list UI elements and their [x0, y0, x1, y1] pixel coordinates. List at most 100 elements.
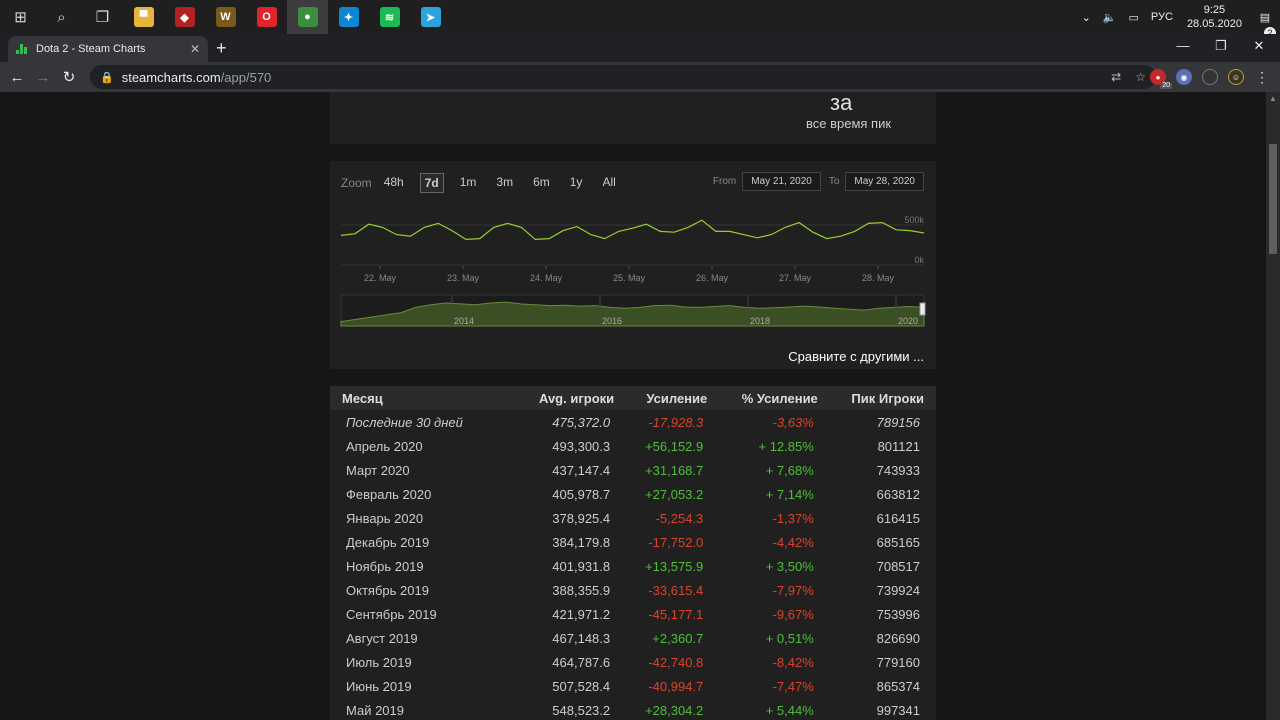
table-cell-avg: 493,300.3 — [552, 438, 611, 454]
table-cell-percent: + 7,68% — [765, 462, 814, 478]
taskbar-app-opera[interactable]: O — [246, 0, 287, 34]
page-scrollbar[interactable]: ▲ — [1266, 92, 1280, 720]
table-cell-month: Январь 2020 — [346, 510, 424, 526]
taskbar-app-wow[interactable]: W — [205, 0, 246, 34]
minimize-button[interactable]: — — [1176, 38, 1190, 53]
table-row: Август 2019 467,148.3 +2,360.7 + 0,51% 82669… — [330, 626, 936, 650]
zoom-option-6m[interactable]: 6m — [533, 175, 550, 189]
address-bar[interactable]: 🔒 steamcharts.com/app/570 ⇄ ☆ — [90, 65, 1156, 89]
compare-link[interactable]: Сравните с другими ... — [788, 349, 924, 364]
table-cell-peak: 753996 — [876, 606, 920, 622]
table-row: Последние 30 дней 475,372.0 -17,928.3 -3,63… — [330, 410, 936, 434]
to-date-input[interactable]: May 28, 2020 — [845, 172, 924, 191]
back-button[interactable]: ← — [9, 68, 25, 86]
table-cell-gain: +27,053.2 — [645, 486, 704, 502]
table-cell-month: Июнь 2019 — [346, 678, 412, 694]
new-tab-button[interactable]: + — [216, 38, 227, 58]
url-path: /app/570 — [220, 69, 272, 85]
table-cell-peak: 865374 — [876, 678, 920, 694]
forward-button[interactable]: → — [35, 68, 51, 86]
chart-plot[interactable]: 500k 0k 22. May 23. May 24. May 25. May 26. Ma… — [330, 189, 936, 369]
table-cell-percent: -9,67% — [772, 606, 814, 622]
clock[interactable]: 9:25 28.05.2020 — [1179, 3, 1250, 31]
table-cell-month: Февраль 2020 — [346, 486, 432, 502]
navigator-handle[interactable] — [919, 302, 926, 316]
table-cell-avg: 437,147.4 — [552, 462, 611, 478]
table-cell-percent: -8,42% — [772, 654, 814, 670]
page-content: за все время пик Zoom 48h 7d 1m 3m 6m 1y All F… — [0, 92, 1266, 720]
header-avg-players[interactable]: Avg. игроки — [516, 386, 627, 410]
scrollbar-thumb[interactable] — [1269, 144, 1277, 254]
table-row: Март 2020 437,147.4 +31,168.7 + 7,68% 743933 — [330, 458, 936, 482]
table-cell-month: Сентябрь 2019 — [346, 606, 437, 622]
table-cell-avg: 378,925.4 — [552, 510, 611, 526]
file-explorer-icon: ▀ — [133, 7, 154, 27]
browser-tab-strip: Dota 2 - Steam Charts ✕ + — ❐ ✕ — [0, 34, 1280, 62]
vpn-extension-icon[interactable]: ◉ — [1176, 69, 1192, 85]
taskbar-app-battlenet[interactable]: ✦ — [328, 0, 369, 34]
chevron-up-icon[interactable]: ⌄ — [1081, 11, 1091, 24]
zoom-option-7d[interactable]: 7d — [419, 173, 444, 193]
header-gain[interactable]: Усиление — [626, 386, 720, 410]
lock-icon[interactable]: 🔒 — [100, 71, 114, 84]
y-tick-label: 500k — [904, 215, 924, 225]
x-tick-label: 25. May — [613, 273, 646, 283]
table-cell-peak: 779160 — [876, 654, 920, 670]
close-window-button[interactable]: ✕ — [1253, 38, 1265, 53]
header-month[interactable]: Месяц — [330, 386, 517, 410]
table-cell-month: Апрель 2020 — [346, 438, 423, 454]
header-peak-players[interactable]: Пик Игроки — [829, 386, 936, 410]
zoom-option-3m[interactable]: 3m — [496, 175, 514, 189]
chrome-icon: ● — [297, 7, 318, 27]
profile-avatar[interactable]: ☺ — [1228, 69, 1244, 85]
taskbar-app-dota2[interactable]: ◆ — [164, 0, 205, 34]
restore-button[interactable]: ❐ — [1215, 38, 1227, 53]
task-view-icon[interactable]: ❐ — [95, 9, 110, 26]
close-tab-icon[interactable]: ✕ — [189, 42, 200, 56]
x-tick-label: 24. May — [530, 273, 563, 283]
menu-icon[interactable]: ⋮ — [1255, 68, 1269, 85]
notification-icon[interactable]: ▤ 2 — [1250, 11, 1280, 39]
zoom-option-All[interactable]: All — [602, 175, 616, 189]
zoom-option-48h[interactable]: 48h — [383, 175, 404, 189]
table-cell-month: Октябрь 2019 — [346, 582, 429, 598]
language-indicator[interactable]: РУС — [1150, 11, 1173, 23]
taskbar-app-file-explorer[interactable]: ▀ — [123, 0, 164, 34]
navigator-label: 2018 — [750, 316, 770, 326]
from-date-input[interactable]: May 21, 2020 — [742, 172, 821, 191]
zoom-option-1y[interactable]: 1y — [569, 175, 583, 189]
table-cell-avg: 467,148.3 — [552, 630, 611, 646]
navigator-label: 2014 — [454, 316, 474, 326]
reload-button[interactable]: ↻ — [62, 69, 76, 86]
start-icon[interactable]: ⊞ — [14, 9, 27, 26]
table-row: Апрель 2020 493,300.3 +56,152.9 + 12.85% 801… — [330, 434, 936, 458]
header-percent-gain[interactable]: % Усиление — [719, 386, 830, 410]
y-tick-label: 0k — [914, 255, 924, 265]
taskbar-app-spotify[interactable]: ≋ — [369, 0, 410, 34]
taskbar-app-chrome[interactable]: ● — [287, 0, 328, 34]
taskbar-app-telegram[interactable]: ➤ — [410, 0, 451, 34]
system-tray: ⌄ 🔈 ▭ РУС 9:25 28.05.2020 ▤ 2 — [1076, 0, 1280, 39]
translate-icon[interactable]: ⇄ — [1111, 70, 1122, 84]
table-row: Июнь 2019 507,528.4 -40,994.7 -7,47% 865374 — [330, 674, 936, 698]
battery-icon[interactable]: ▭ — [1128, 11, 1139, 24]
monthly-stats-table: Месяц Avg. игроки Усиление % Усиление Пи… — [330, 386, 936, 720]
zoom-option-1m[interactable]: 1m — [459, 175, 477, 189]
table-row: Ноябрь 2019 401,931.8 +13,575.9 + 3,50% 7085… — [330, 554, 936, 578]
adblock-extension-icon[interactable]: ● 20 — [1150, 69, 1172, 89]
navigator-area — [340, 301, 925, 327]
x-tick-label: 23. May — [447, 273, 480, 283]
table-cell-peak: 826690 — [876, 630, 920, 646]
search-icon[interactable]: ⌕ — [57, 8, 66, 26]
x-tick-label: 26. May — [696, 273, 729, 283]
scroll-up-icon[interactable]: ▲ — [1269, 94, 1277, 103]
table-cell-gain: -17,752.0 — [648, 534, 704, 550]
opera-icon: O — [256, 7, 277, 27]
bookmark-star-icon[interactable]: ☆ — [1135, 70, 1146, 84]
table-cell-percent: -7,97% — [772, 582, 814, 598]
steamcharts-favicon-icon — [16, 44, 28, 54]
table-cell-percent: + 12.85% — [758, 438, 814, 454]
volume-icon[interactable]: 🔈 — [1102, 11, 1117, 24]
browser-tab[interactable]: Dota 2 - Steam Charts ✕ — [8, 36, 208, 62]
table-cell-percent: + 7,14% — [765, 486, 814, 502]
